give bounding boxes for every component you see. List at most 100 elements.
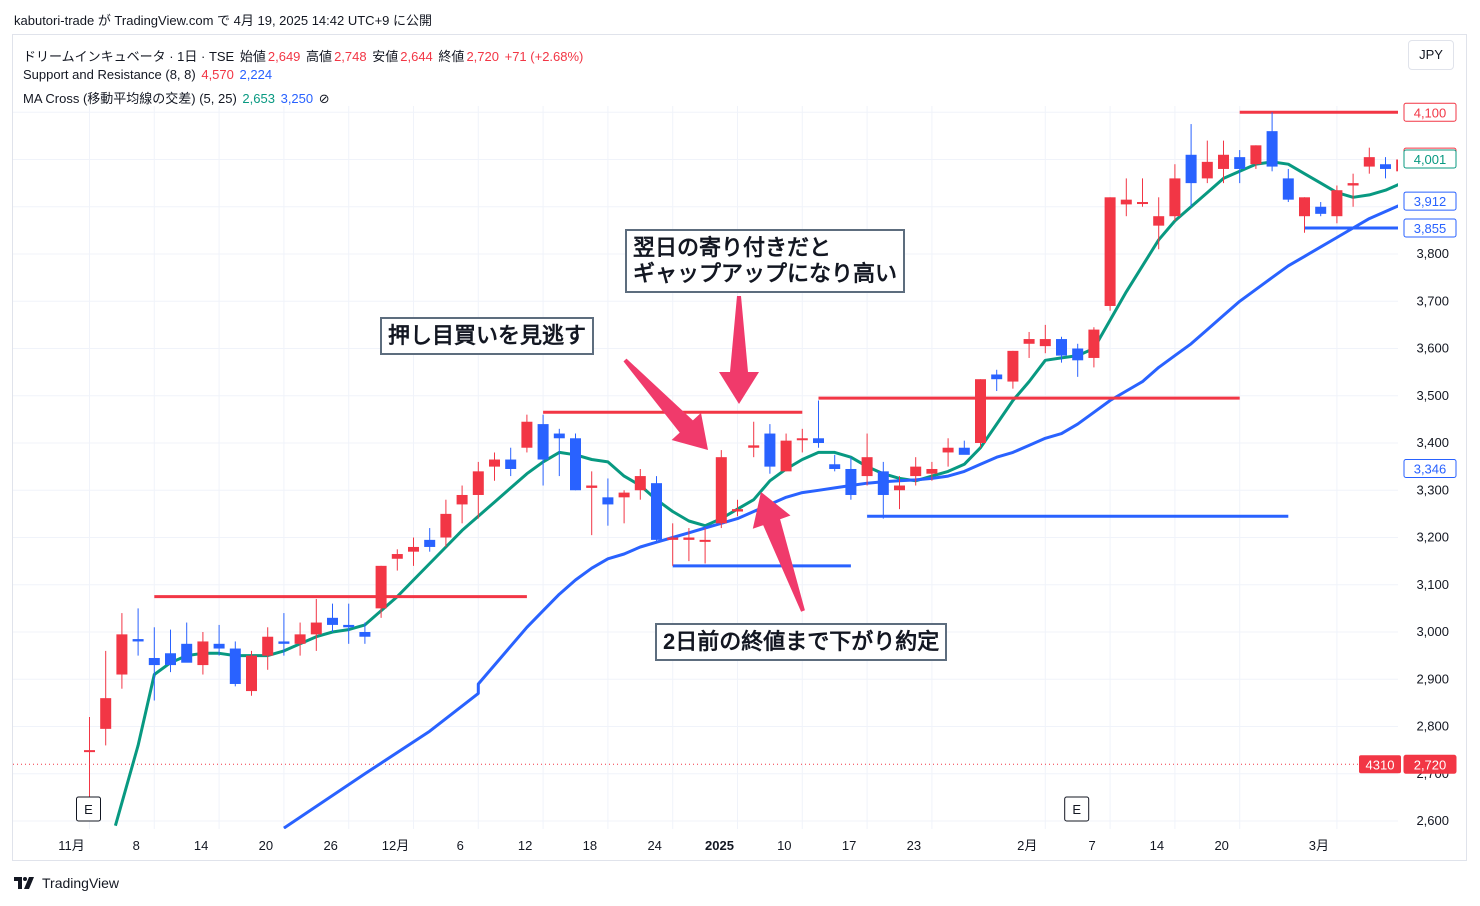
candle-body[interactable] <box>1137 202 1148 205</box>
candle-body[interactable] <box>1331 190 1343 217</box>
legend-sr[interactable]: Support and Resistance (8, 8) 4,570 2,22… <box>23 67 274 82</box>
candle-body[interactable] <box>861 457 873 477</box>
candle-body[interactable] <box>715 457 727 524</box>
candle-body[interactable] <box>310 622 322 635</box>
candle-body[interactable] <box>748 445 760 448</box>
candle-body[interactable] <box>1007 350 1019 382</box>
ma-short-line[interactable] <box>113 160 1418 827</box>
candle-body[interactable] <box>667 537 679 540</box>
candle-body[interactable] <box>1185 154 1197 184</box>
candle-body[interactable] <box>537 424 549 460</box>
candle-body[interactable] <box>1218 154 1229 169</box>
candle-body[interactable] <box>829 464 841 469</box>
candle-body[interactable] <box>456 494 468 505</box>
candle-body[interactable] <box>1282 178 1294 200</box>
candle-body[interactable] <box>148 657 160 666</box>
candle-body[interactable] <box>1023 339 1035 344</box>
candle-body[interactable] <box>1315 206 1327 214</box>
candle-body[interactable] <box>780 440 792 472</box>
candle-body[interactable] <box>472 471 484 495</box>
earnings-marker[interactable]: E <box>1064 796 1090 822</box>
symbol-label[interactable]: ドリームインキュベータ · 1日 · TSE <box>23 49 235 64</box>
candle-body[interactable] <box>440 513 452 538</box>
candle-body[interactable] <box>1104 197 1116 306</box>
candle-body[interactable] <box>618 492 630 498</box>
legend-ma[interactable]: MA Cross (移動平均線の交差) (5, 25) 2,653 3,250 … <box>23 88 332 107</box>
candle-body[interactable] <box>1299 197 1310 217</box>
candle-body[interactable] <box>343 624 355 628</box>
candle-body[interactable] <box>1072 348 1084 361</box>
candle-body[interactable] <box>165 653 176 666</box>
candle-body[interactable] <box>651 483 662 540</box>
candle-body[interactable] <box>505 459 517 469</box>
candle-body[interactable] <box>570 438 581 491</box>
candle-body[interactable] <box>391 554 403 559</box>
candle-body[interactable] <box>181 643 193 663</box>
plot-area[interactable] <box>13 106 1434 829</box>
candle-body[interactable] <box>1120 199 1132 205</box>
candle-body[interactable] <box>1056 339 1067 356</box>
candle-body[interactable] <box>764 433 776 467</box>
candle-body[interactable] <box>1088 329 1100 358</box>
price-label[interactable]: 2,720 <box>1403 754 1457 774</box>
candle-body[interactable] <box>877 471 889 495</box>
candle-body[interactable] <box>1153 216 1165 226</box>
candle-body[interactable] <box>84 750 95 753</box>
candle-body[interactable] <box>845 468 857 495</box>
candle-body[interactable] <box>699 539 711 542</box>
price-label[interactable]: 3,912 <box>1403 191 1457 211</box>
price-label[interactable]: 4,001 <box>1403 149 1457 169</box>
candle-body[interactable] <box>553 433 565 439</box>
candle-body[interactable] <box>327 617 338 625</box>
price-label[interactable]: 4,100 <box>1403 102 1457 122</box>
candle-body[interactable] <box>975 379 986 443</box>
candle-body[interactable] <box>813 438 824 443</box>
candle-body[interactable] <box>246 655 257 692</box>
candle-body[interactable] <box>294 634 306 644</box>
candle-body[interactable] <box>100 698 112 729</box>
candle-body[interactable] <box>602 497 614 505</box>
candle-body[interactable] <box>926 468 938 474</box>
candle-body[interactable] <box>375 565 387 609</box>
candle-body[interactable] <box>1347 183 1359 186</box>
candle-body[interactable] <box>1250 145 1262 165</box>
candle-body[interactable] <box>1234 157 1246 169</box>
candle-body[interactable] <box>408 546 419 552</box>
candle-body[interactable] <box>1380 164 1391 169</box>
candle-body[interactable] <box>942 447 954 453</box>
candle-body[interactable] <box>958 447 970 455</box>
candle-body[interactable] <box>1363 157 1375 167</box>
candle-body[interactable] <box>1201 161 1213 179</box>
candle-body[interactable] <box>732 509 743 512</box>
candle-body[interactable] <box>521 421 533 448</box>
candle-body[interactable] <box>796 438 808 441</box>
candle-body[interactable] <box>910 466 922 477</box>
tradingview-logo[interactable]: TradingView <box>14 875 119 891</box>
candle-body[interactable] <box>262 636 274 656</box>
candle-body[interactable] <box>229 648 241 684</box>
candle-body[interactable] <box>116 634 128 675</box>
candle-body[interactable] <box>424 539 436 547</box>
candle-body[interactable] <box>359 632 371 637</box>
candle-body[interactable] <box>683 537 695 540</box>
candle-body[interactable] <box>634 476 646 491</box>
candle-body[interactable] <box>132 639 144 642</box>
ma-indicator-name[interactable]: MA Cross (移動平均線の交差) (5, 25) <box>23 91 237 106</box>
candle-body[interactable] <box>1266 131 1278 167</box>
candle-body[interactable] <box>213 643 225 649</box>
candle-body[interactable] <box>894 485 905 491</box>
candle-body[interactable] <box>278 641 290 644</box>
candle-body[interactable] <box>1396 159 1407 172</box>
candle-body[interactable] <box>197 641 209 666</box>
sr-indicator-name[interactable]: Support and Resistance (8, 8) <box>23 67 196 82</box>
currency-button[interactable]: JPY <box>1408 40 1454 70</box>
visibility-off-icon[interactable]: ⊘ <box>318 91 330 106</box>
candle-body[interactable] <box>489 459 500 467</box>
earnings-marker[interactable]: E <box>76 796 101 822</box>
price-label[interactable]: 3,346 <box>1403 459 1457 479</box>
price-label[interactable]: 3,855 <box>1403 218 1457 238</box>
candle-body[interactable] <box>991 374 1003 380</box>
candle-body[interactable] <box>1169 178 1181 217</box>
candle-body[interactable] <box>586 485 598 488</box>
